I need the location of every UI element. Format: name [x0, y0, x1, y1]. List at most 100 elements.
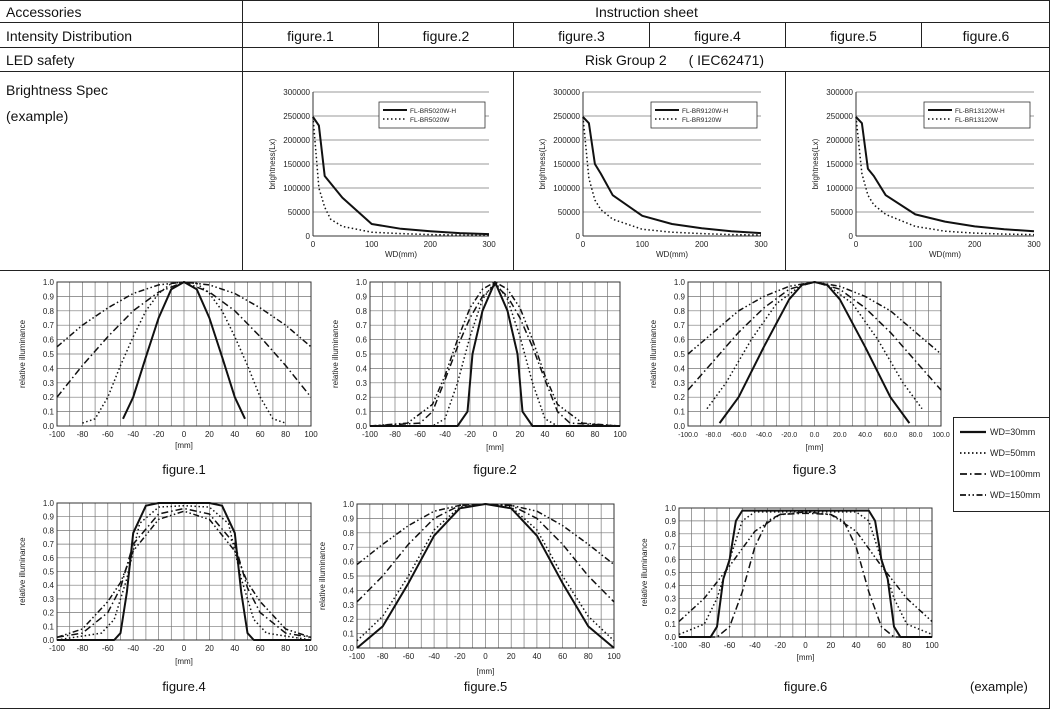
y-tick-label: 0.9	[43, 292, 55, 301]
series-line-fl-br5020w	[312, 116, 490, 237]
y-tick-label: 0.0	[356, 422, 368, 431]
y-axis-label: relative illuminance	[640, 538, 649, 607]
x-tick-label: 0	[182, 430, 187, 439]
x-tick-label: 40	[852, 641, 861, 650]
y-tick-label: 0.7	[665, 543, 677, 552]
legend-label: FL-BR13120W	[955, 117, 999, 124]
figure-caption: figure.6	[784, 679, 827, 694]
y-tick-label: 0.6	[356, 336, 368, 345]
legend-label: WD=30mm	[990, 427, 1035, 437]
brightness-chart-cell-3	[785, 72, 1050, 270]
y-tick-label: 0	[849, 232, 854, 241]
y-tick-label: 200000	[283, 136, 310, 145]
y-tick-label: 50000	[558, 208, 581, 217]
y-tick-label: 0.4	[343, 586, 355, 595]
series-line-fl-br5020w-h	[312, 116, 490, 236]
footer-note: (example)	[970, 679, 1028, 694]
x-tick-label: 100	[613, 430, 627, 439]
x-tick-label: 0	[854, 240, 859, 249]
y-tick-label: 100000	[553, 184, 580, 193]
intensity-figure-2: figure.2	[378, 23, 513, 48]
led-safety-label: LED safety	[6, 52, 75, 68]
x-tick-label: 60.0	[884, 432, 898, 439]
y-axis-label: relative illuminance	[18, 537, 27, 606]
y-tick-label: 0.8	[356, 307, 368, 316]
x-tick-label: 300	[1027, 240, 1041, 249]
y-tick-label: 0.2	[43, 393, 55, 402]
brightness-chart-cell-1	[242, 72, 513, 270]
legend-box	[923, 101, 1031, 129]
x-tick-label: 100	[365, 240, 379, 249]
y-tick-label: 0.9	[674, 292, 686, 301]
x-axis-label: WD(mm)	[385, 250, 417, 259]
y-tick-label: 0.0	[43, 636, 55, 645]
accessories-label: Accessories	[6, 4, 82, 20]
x-tick-label: -60	[403, 652, 415, 661]
series-line-wd-100mm	[56, 507, 312, 639]
x-tick-label: 60	[256, 430, 265, 439]
intensity-figure-1: figure.1	[242, 23, 378, 48]
x-tick-label: 60	[558, 652, 567, 661]
x-tick-label: 80	[902, 641, 911, 650]
series-line-wd-50mm	[356, 503, 615, 642]
x-tick-label: 200	[695, 240, 709, 249]
x-tick-label: 20	[826, 641, 835, 650]
series-line-wd-100mm	[356, 503, 615, 603]
y-tick-label: 0.7	[674, 321, 686, 330]
legend-box	[378, 101, 486, 129]
y-tick-label: 0.0	[43, 422, 55, 431]
y-tick-label: 150000	[283, 160, 310, 169]
y-tick-label: 0.3	[343, 601, 355, 610]
intensity-figure-6: figure.6	[921, 23, 1050, 48]
x-tick-label: -80	[77, 430, 89, 439]
y-axis-label: brightness(Lx)	[268, 138, 277, 189]
legend-box	[650, 101, 758, 129]
x-tick-label: 200	[968, 240, 982, 249]
y-tick-label: 0.9	[343, 514, 355, 523]
y-tick-label: 0.8	[43, 526, 55, 535]
x-axis-label: [mm]	[806, 443, 824, 452]
series-line-fl-br13120w-h	[855, 116, 1035, 233]
x-tick-label: -60	[102, 430, 114, 439]
x-tick-label: -20.0	[781, 432, 797, 439]
y-tick-label: 300000	[553, 88, 580, 97]
y-tick-label: 300000	[826, 88, 853, 97]
y-tick-label: 0.5	[665, 569, 677, 578]
x-tick-label: -40	[428, 652, 440, 661]
x-tick-label: -100	[349, 652, 366, 661]
y-tick-label: 50000	[831, 208, 854, 217]
x-tick-label: -100	[49, 644, 66, 653]
x-tick-label: -40	[749, 641, 761, 650]
y-tick-label: 0.5	[674, 350, 686, 359]
y-tick-label: 250000	[826, 112, 853, 121]
y-tick-label: 1.0	[343, 500, 355, 509]
x-tick-label: 100	[607, 652, 621, 661]
y-axis-label: relative illuminance	[331, 319, 340, 388]
x-tick-label: 0	[483, 652, 488, 661]
y-tick-label: 0.5	[343, 572, 355, 581]
row-brightness-spec: Brightness Spec (example)	[0, 71, 1050, 271]
row-led-safety: LED safety Risk Group 2 ( IEC62471)	[0, 47, 1050, 72]
y-tick-label: 1.0	[43, 278, 55, 287]
series-line-wd-150mm	[369, 281, 621, 427]
series-line-wd-30mm	[370, 281, 620, 427]
legend-label: WD=100mm	[990, 469, 1040, 479]
x-tick-label: -80	[377, 652, 389, 661]
y-tick-label: 0.7	[356, 321, 368, 330]
series-line-wd-150mm	[56, 281, 312, 348]
y-tick-label: 0.0	[343, 644, 355, 653]
x-tick-label: -60	[724, 641, 736, 650]
legend-label: FL-BR13120W-H	[955, 108, 1005, 115]
y-tick-label: 0.4	[674, 364, 686, 373]
y-tick-label: 0.3	[674, 379, 686, 388]
series-line-wd-150mm	[356, 503, 615, 566]
intensity-figure-3: figure.3	[513, 23, 649, 48]
x-axis-label: [mm]	[486, 443, 504, 452]
y-tick-label: 0.7	[43, 540, 55, 549]
y-tick-label: 0.4	[665, 581, 677, 590]
legend-label: FL-BR5020W-H	[410, 108, 456, 115]
x-axis-label: [mm]	[797, 653, 815, 662]
x-tick-label: -20	[464, 430, 476, 439]
x-tick-label: -20	[153, 430, 165, 439]
y-tick-label: 1.0	[356, 278, 368, 287]
